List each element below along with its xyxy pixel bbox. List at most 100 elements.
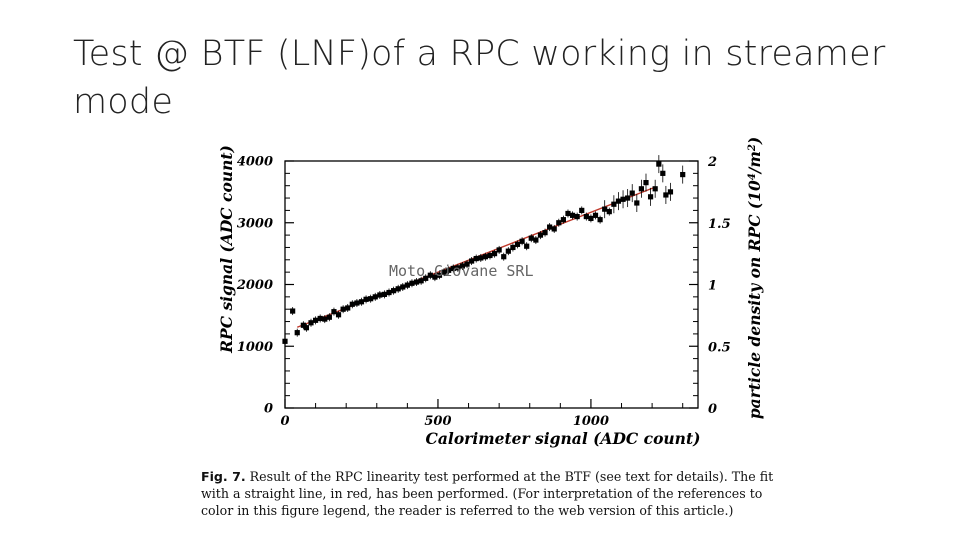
chart: 0 1000 2000 3000 4000 0 0.5 1 1.5 2 0 500 1000 RPC s… (217, 137, 764, 448)
data-point (372, 294, 378, 300)
data-point (574, 213, 580, 220)
y2-tick-label: 1 (708, 279, 717, 294)
data-point (473, 255, 479, 262)
data-point (354, 300, 360, 306)
data-point (660, 170, 666, 176)
data-point (647, 194, 654, 200)
data-point (491, 251, 498, 257)
data-point (349, 301, 355, 307)
data-point (464, 261, 470, 267)
x-tick-label: 1000 (573, 414, 609, 429)
y-axis-title: RPC signal (ADC count) (217, 145, 236, 354)
data-point (386, 289, 392, 296)
data-point (391, 288, 397, 294)
y-tick-label: 3000 (237, 216, 273, 231)
data-point (514, 241, 521, 247)
data-point (432, 274, 438, 280)
data-point (556, 220, 562, 226)
x-tick-label: 500 (424, 414, 451, 429)
data-point (569, 212, 576, 218)
y-tick-label: 4000 (237, 155, 273, 170)
data-point (358, 299, 365, 305)
data-point (446, 267, 452, 273)
data-point (583, 213, 589, 220)
data-point (455, 265, 461, 271)
x-axis-title: Calorimeter signal (ADC count) (426, 429, 701, 448)
data-point (620, 196, 626, 202)
data-point (427, 272, 433, 278)
data-point (436, 272, 443, 278)
data-point (667, 189, 674, 195)
data-point (404, 282, 410, 288)
data-point (551, 226, 557, 232)
data-point (542, 230, 548, 236)
data-point (537, 232, 544, 238)
data-point (533, 237, 539, 243)
data-point (459, 263, 466, 269)
data-point (579, 207, 585, 213)
data-point (588, 215, 594, 222)
y-tick-label: 1000 (237, 340, 273, 355)
data-point (303, 325, 310, 331)
data-point (363, 296, 369, 302)
data-point (643, 180, 649, 186)
data-point (560, 217, 566, 223)
data-point (409, 280, 415, 286)
data-point (482, 254, 488, 260)
data-point (326, 314, 332, 320)
slide-title: Test @ BTF (LNF)of a RPC working in stre… (73, 34, 886, 122)
data-point (335, 312, 342, 318)
data-point (423, 275, 429, 281)
data-point (565, 210, 571, 217)
data-point (308, 320, 314, 326)
data-point (505, 248, 511, 254)
data-point (547, 224, 553, 230)
data-point (519, 238, 525, 244)
figure-label: Fig. 7. (201, 469, 246, 484)
data-point (395, 286, 401, 292)
data-point (496, 247, 502, 253)
data-point (638, 186, 645, 192)
y2-axis-title: particle density on RPC (104/m2) (745, 137, 764, 419)
y2-tick-label: 1.5 (708, 217, 731, 232)
data-point (611, 201, 617, 207)
data-point (469, 258, 475, 264)
figure-caption-text: Result of the RPC linearity test perform… (201, 469, 774, 518)
data-point (629, 190, 635, 196)
data-point (331, 309, 337, 315)
data-point (602, 206, 608, 212)
data-point (340, 306, 346, 312)
data-point (345, 305, 351, 311)
data-point (290, 308, 296, 314)
y2-tick-label: 2 (707, 155, 717, 170)
y-tick-label: 0 (264, 402, 273, 417)
data-point (377, 292, 383, 298)
data-point (400, 284, 406, 290)
data-point (282, 338, 288, 344)
data-point (501, 254, 507, 260)
data-point (322, 316, 328, 322)
data-point (680, 171, 686, 178)
data-point (381, 291, 388, 297)
figure-caption: Fig. 7. Result of the RPC linearity test… (201, 468, 781, 519)
data-point (510, 244, 516, 251)
data-point (634, 200, 640, 206)
data-point (524, 243, 530, 249)
watermark-text: Moto Giovane SRL (389, 262, 534, 280)
data-point (592, 212, 599, 218)
data-point (625, 195, 631, 201)
data-point (652, 186, 658, 192)
data-point (441, 269, 447, 275)
data-point (606, 209, 612, 215)
data-point (528, 235, 534, 241)
y-tick-label: 2000 (236, 278, 273, 293)
data-point (294, 330, 300, 336)
data-point (656, 161, 662, 167)
plot-frame (284, 160, 699, 409)
y2-tick-label: 0.5 (708, 340, 731, 355)
data-point (597, 217, 603, 223)
data-point (300, 322, 306, 328)
data-point (450, 265, 456, 272)
data-point (317, 315, 323, 322)
data-point (487, 252, 493, 259)
